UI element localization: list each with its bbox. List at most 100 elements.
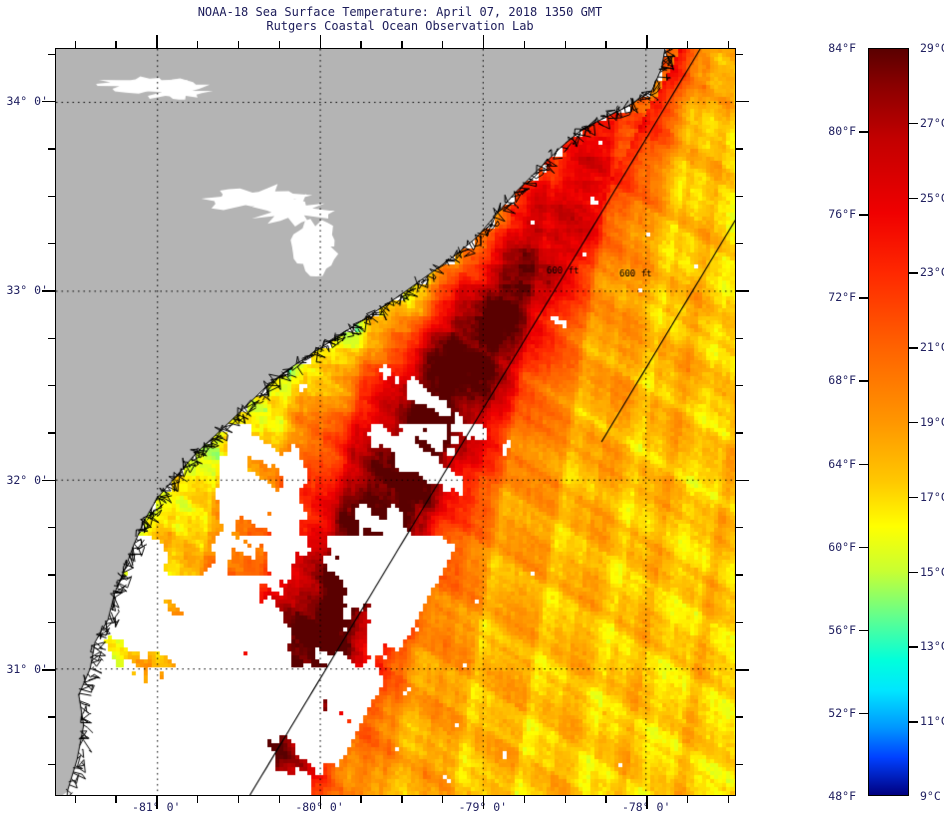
axis-tick <box>42 479 55 482</box>
axis-tick <box>74 796 76 803</box>
axis-tick <box>736 385 743 387</box>
colorbar-label-celsius: 21°C <box>920 340 944 355</box>
lat-tick-label: 34° 0' <box>6 94 48 109</box>
axis-tick <box>156 796 158 809</box>
colorbar-tick-right <box>909 646 918 648</box>
axis-tick <box>115 41 117 48</box>
axis-tick <box>197 41 199 48</box>
axis-tick <box>48 148 55 150</box>
axis-tick <box>442 796 444 803</box>
colorbar-tick-right <box>909 721 918 723</box>
colorbar-tick-right <box>909 197 918 199</box>
axis-tick <box>48 574 55 576</box>
axis-tick <box>727 796 730 803</box>
axis-tick <box>736 432 743 434</box>
axis-tick <box>197 796 199 803</box>
axis-tick <box>442 41 444 48</box>
colorbar-label-celsius: 25°C <box>920 190 944 205</box>
colorbar-label-celsius: 17°C <box>920 489 944 504</box>
axis-tick <box>736 621 743 624</box>
axis-tick <box>48 385 55 387</box>
axis-tick <box>687 796 689 803</box>
axis-tick <box>646 796 648 809</box>
axis-tick <box>401 41 403 48</box>
axis-tick <box>736 527 743 529</box>
axis-tick <box>319 796 321 809</box>
axis-tick <box>482 796 485 809</box>
colorbar-tick-right <box>909 272 918 274</box>
colorbar-label-fahrenheit: 56°F <box>828 622 856 637</box>
colorbar-tick-right <box>909 496 918 499</box>
axis-tick <box>736 716 743 718</box>
colorbar-label-celsius: 11°C <box>920 714 944 729</box>
colorbar-gradient <box>868 48 909 796</box>
lon-tick-label: -79° 0' <box>458 800 508 814</box>
axis-tick <box>48 243 55 245</box>
axis-tick <box>74 41 76 48</box>
title-line-secondary: Rutgers Coastal Ocean Observation Lab <box>266 19 534 33</box>
axis-tick <box>42 101 55 103</box>
axis-tick <box>564 796 566 803</box>
colorbar-label-celsius: 23°C <box>920 265 944 280</box>
axis-tick <box>736 148 743 150</box>
sst-heatmap-canvas <box>56 49 735 795</box>
lon-tick-label: -80° 0' <box>295 800 344 814</box>
axis-tick <box>736 290 749 292</box>
colorbar-tick-left <box>859 712 868 715</box>
colorbar-label-fahrenheit: 60°F <box>828 539 856 554</box>
colorbar-tick-right <box>909 347 918 349</box>
axis-tick <box>736 243 743 245</box>
axis-tick <box>42 290 55 292</box>
colorbar-tick-left <box>859 463 868 465</box>
axis-tick <box>523 41 526 48</box>
axis-tick <box>48 337 55 340</box>
colorbar <box>868 48 909 796</box>
colorbar-label-celsius: 9°C <box>920 789 941 803</box>
colorbar-label-fahrenheit: 84°F <box>828 41 856 55</box>
lat-tick-label: 33° 0' <box>6 283 48 298</box>
colorbar-label-fahrenheit: 68°F <box>828 373 856 388</box>
axis-tick <box>523 796 526 803</box>
axis-tick <box>237 796 240 803</box>
axis-tick <box>605 41 607 48</box>
colorbar-tick-left <box>859 629 868 632</box>
axis-tick <box>42 669 55 671</box>
axis-tick <box>156 35 158 48</box>
sst-map-panel <box>55 48 736 796</box>
colorbar-tick-left <box>859 297 868 299</box>
lat-tick-label: 32° 0' <box>6 472 48 487</box>
colorbar-label-fahrenheit: 76°F <box>828 207 856 222</box>
axis-tick <box>48 716 55 718</box>
axis-tick <box>237 41 240 48</box>
colorbar-label-fahrenheit: 80°F <box>828 124 856 139</box>
colorbar-tick-left <box>859 380 868 382</box>
axis-tick <box>736 337 743 340</box>
colorbar-tick-left <box>859 546 868 549</box>
chart-title: NOAA-18 Sea Surface Temperature: April 0… <box>0 5 800 33</box>
axis-tick <box>48 527 55 529</box>
axis-tick <box>278 796 281 803</box>
axis-tick <box>48 432 55 434</box>
axis-tick <box>736 574 743 576</box>
axis-tick <box>278 41 281 48</box>
axis-tick <box>736 101 749 103</box>
axis-tick <box>564 41 566 48</box>
axis-tick <box>482 35 485 48</box>
colorbar-tick-right <box>909 122 918 125</box>
axis-tick <box>736 53 743 56</box>
title-line-primary: NOAA-18 Sea Surface Temperature: April 0… <box>197 5 603 19</box>
colorbar-label-fahrenheit: 72°F <box>828 290 856 305</box>
axis-tick <box>48 621 55 624</box>
colorbar-label-fahrenheit: 48°F <box>828 789 856 803</box>
axis-tick <box>736 763 743 766</box>
axis-tick <box>646 35 648 48</box>
axis-tick <box>687 41 689 48</box>
colorbar-label-celsius: 27°C <box>920 115 944 130</box>
lon-tick-label: -78° 0' <box>621 800 671 814</box>
colorbar-label-fahrenheit: 64°F <box>828 456 856 471</box>
axis-tick <box>727 41 730 48</box>
axis-tick <box>48 763 55 766</box>
colorbar-tick-right <box>909 571 918 573</box>
axis-tick <box>605 796 607 803</box>
colorbar-tick-left <box>859 131 868 133</box>
